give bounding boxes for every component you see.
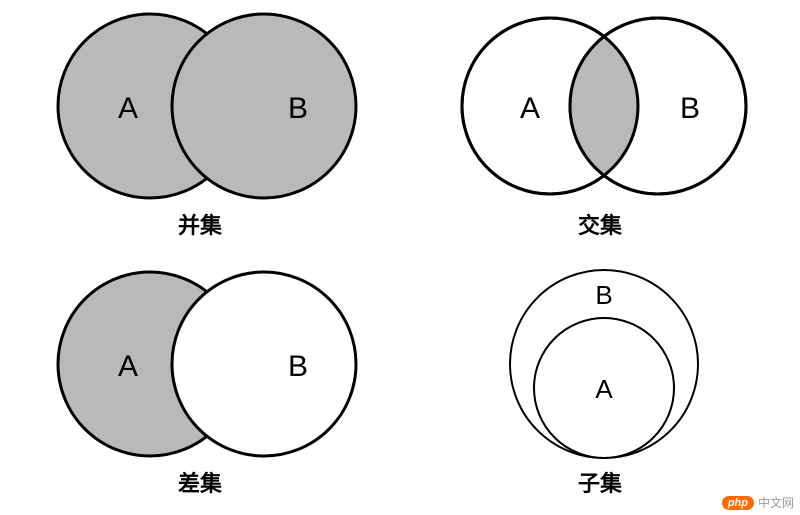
intersection-venn: A B [430,6,770,206]
subset-cell: B A 子集 [400,258,800,515]
subset-caption: 子集 [578,466,622,498]
union-svg: A B [30,6,370,206]
union-label-a: A [118,92,138,125]
union-venn: A B [30,6,370,206]
union-caption: 并集 [178,208,222,240]
union-circle-b [172,14,356,198]
difference-venn: A B [30,264,370,464]
subset-label-a: A [595,374,613,404]
watermark-text: 中文网 [758,494,794,511]
subset-label-b: B [595,280,612,310]
difference-svg: A B [30,264,370,464]
intersection-label-b: B [680,92,700,125]
intersection-label-a: A [520,92,540,125]
watermark-badge: php [722,496,754,510]
subset-svg: B A [430,264,770,464]
difference-circle-b [172,272,356,456]
union-cell: A B 并集 [0,0,400,258]
intersection-svg: A B [430,6,770,206]
difference-label-b: B [288,350,308,383]
subset-venn: B A [430,264,770,464]
union-label-b: B [288,92,308,125]
watermark: php 中文网 [722,494,794,511]
intersection-caption: 交集 [578,208,622,240]
difference-caption: 差集 [178,466,222,498]
difference-label-a: A [118,350,138,383]
intersection-cell: A B 交集 [400,0,800,258]
difference-cell: A B 差集 [0,258,400,515]
diagram-grid: A B 并集 A B 交集 [0,0,800,515]
